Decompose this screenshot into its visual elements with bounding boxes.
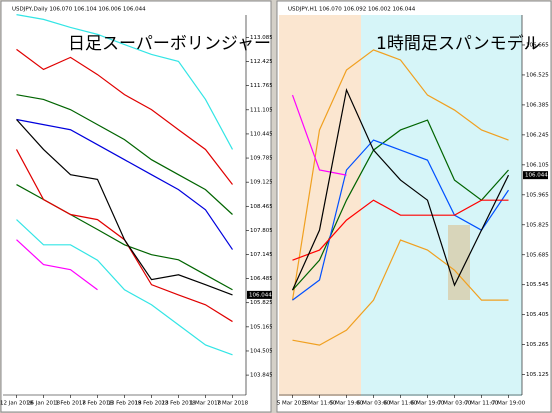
y-tick-label: 110.445: [250, 131, 272, 137]
y-tick-label: 105.405: [526, 312, 549, 318]
x-tick-label: 5 Mar 2018: [277, 401, 309, 407]
x-tick-label: 7 Mar 03:00: [438, 401, 472, 407]
x-tick-label: 6 Mar 11:00: [384, 401, 418, 407]
x-tick-label: 26 Jan 2018: [27, 401, 60, 407]
series-line: [16, 119, 233, 296]
x-tick-label: 7 Mar 11:00: [465, 401, 499, 407]
y-tick-label: 107.145: [250, 252, 272, 258]
y-tick-label: 106.485: [250, 276, 272, 282]
series-line: [292, 199, 509, 261]
y-tick-label: 108.465: [250, 204, 272, 210]
series-line: [16, 94, 233, 215]
x-tick-label: 6 Mar 19:00: [411, 401, 445, 407]
daily-chart: 113.085 112.425 111.765 111.105 110.445 109.7…: [0, 0, 272, 413]
y-tick-label: 107.805: [250, 228, 272, 234]
y-tick-label: 111.765: [250, 83, 272, 89]
y-tick-label: 106.105: [526, 162, 549, 168]
series-line: [291, 49, 509, 301]
x-tick-label: 7 Feb 2018: [82, 401, 113, 407]
y-tick-label: 105.965: [526, 192, 549, 198]
chart-header: USDJPY,Daily 106.070 106.104 106.006 106…: [12, 7, 146, 13]
chart-title: 1時間足スパンモデル: [376, 33, 541, 54]
span-shade: [361, 15, 522, 396]
y-tick-label: 104.505: [250, 348, 272, 354]
x-tick-label: 7 Mar 19:00: [492, 401, 526, 407]
last-price: 106.044: [525, 173, 548, 179]
series-line: [292, 139, 509, 301]
series-line: [16, 118, 233, 250]
span-shade: [279, 15, 361, 396]
y-tick-label: 109.125: [250, 180, 272, 186]
y-tick-label: 106.245: [526, 132, 549, 138]
y-tick-label: 105.165: [250, 324, 272, 330]
y-tick-label: 105.825: [250, 300, 272, 306]
series-line: [16, 219, 233, 356]
y-tick-label: 105.685: [526, 252, 549, 258]
panel: [0, 0, 272, 413]
series-line: [16, 14, 234, 150]
y-tick-label: 103.845: [250, 373, 272, 379]
y-tick-label: 106.525: [526, 72, 549, 78]
price-box: [247, 290, 272, 299]
y-tick-label: 112.425: [250, 59, 272, 65]
y-tick-label: 106.665: [526, 42, 549, 48]
x-tick-label: 7 Mar 2018: [217, 401, 249, 407]
chart-header: USDJPY,H1 106.070 106.092 106.002 106.04…: [288, 7, 416, 13]
x-tick-label: 6 Mar 03:00: [357, 401, 391, 407]
y-tick-label: 106.385: [526, 102, 549, 108]
x-tick-label: 19 Feb 2018: [134, 401, 169, 407]
y-tick-label: 105.545: [526, 282, 549, 288]
x-tick-label: 1 Feb 2018: [55, 401, 86, 407]
x-tick-label: 23 Feb 2018: [161, 401, 196, 407]
series-line: [16, 239, 98, 291]
series-line: [291, 87, 510, 291]
x-tick-label: 12 Jan 2018: [0, 401, 33, 407]
y-tick-label: 105.125: [526, 372, 549, 378]
price-box: [523, 171, 548, 180]
series-line: [16, 48, 233, 185]
hourly-chart: 106.665 106.525 106.385 106.245 106.105 105.9…: [276, 0, 552, 413]
x-tick-label: 5 Mar 11:00: [303, 401, 337, 407]
y-tick-label: 113.085: [250, 35, 272, 41]
series-line: [292, 239, 509, 346]
chart-title: 日足スーパーボリンジャー: [68, 34, 271, 54]
x-tick-label: 5 Mar 19:00: [330, 401, 364, 407]
y-tick-label: 111.105: [250, 107, 272, 113]
y-tick-label: 105.265: [526, 342, 549, 348]
y-tick-label: 105.825: [526, 222, 549, 228]
x-tick-label: 13 Feb 2018: [107, 401, 142, 407]
last-price: 106.044: [249, 292, 272, 298]
span-shade: [448, 225, 470, 300]
y-tick-label: 109.785: [250, 156, 272, 162]
x-tick-label: 1 Mar 2018: [190, 401, 222, 407]
